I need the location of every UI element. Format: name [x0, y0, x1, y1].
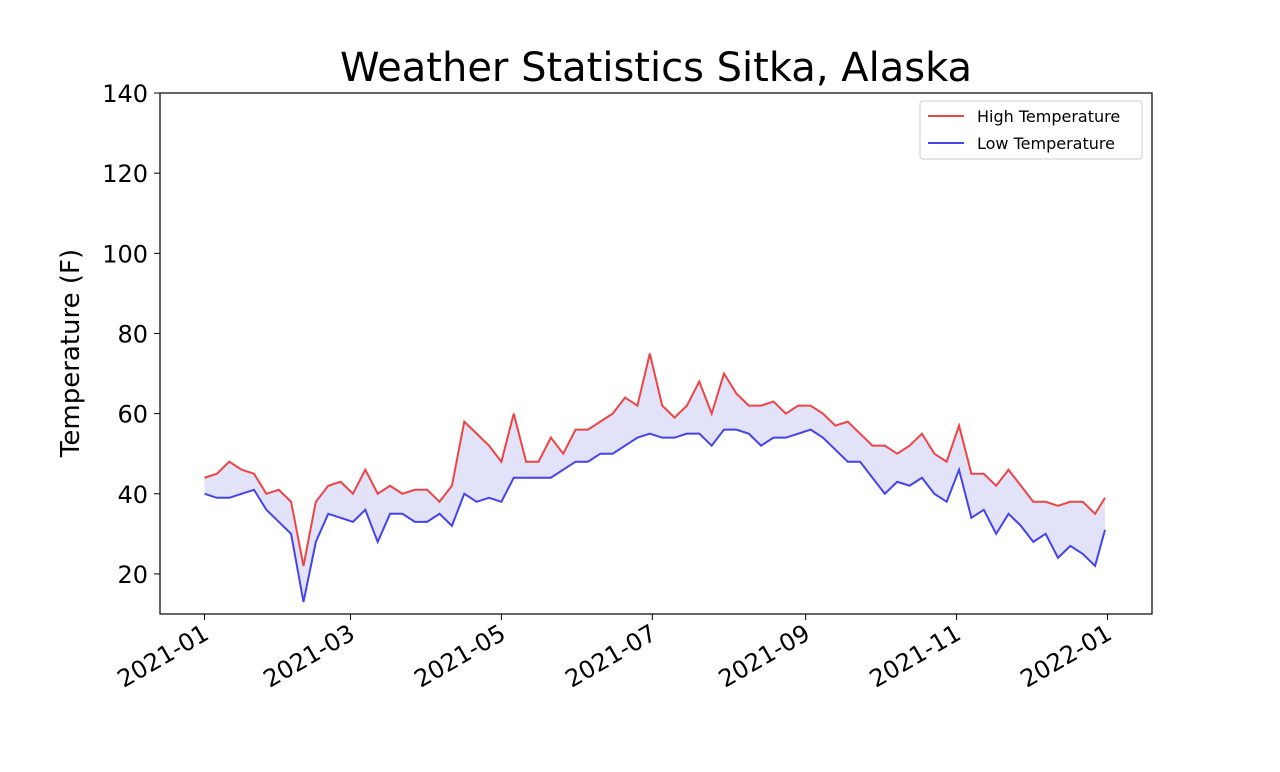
- y-tick-label: 100: [102, 240, 148, 268]
- chart-title: Weather Statistics Sitka, Alaska: [340, 45, 972, 91]
- line-series: [204, 353, 1106, 567]
- y-tick-label: 120: [102, 160, 148, 188]
- x-tick-label: 2022-01: [1016, 619, 1117, 693]
- legend-label: High Temperature: [977, 107, 1120, 126]
- y-tick-label: 20: [117, 561, 148, 589]
- legend-box: [919, 100, 1143, 160]
- x-tick-label: 2021-01: [113, 619, 214, 693]
- y-axis-label: Temperature (F): [56, 249, 86, 458]
- range-fill: [204, 353, 1105, 602]
- y-tick-label: 80: [117, 320, 148, 348]
- plot-frame: [159, 92, 1153, 615]
- x-tick-label: 2021-05: [410, 619, 511, 693]
- x-tick-label: 2021-11: [865, 619, 966, 693]
- legend-label: Low Temperature: [977, 134, 1115, 153]
- y-tick-label: 140: [102, 80, 148, 108]
- x-tick-label: 2021-09: [714, 619, 815, 693]
- y-tick-label: 40: [117, 481, 148, 509]
- x-tick-label: 2021-03: [259, 619, 360, 693]
- y-tick-label: 60: [117, 401, 148, 429]
- line-series: [204, 428, 1106, 603]
- x-tick-label: 2021-07: [560, 619, 661, 693]
